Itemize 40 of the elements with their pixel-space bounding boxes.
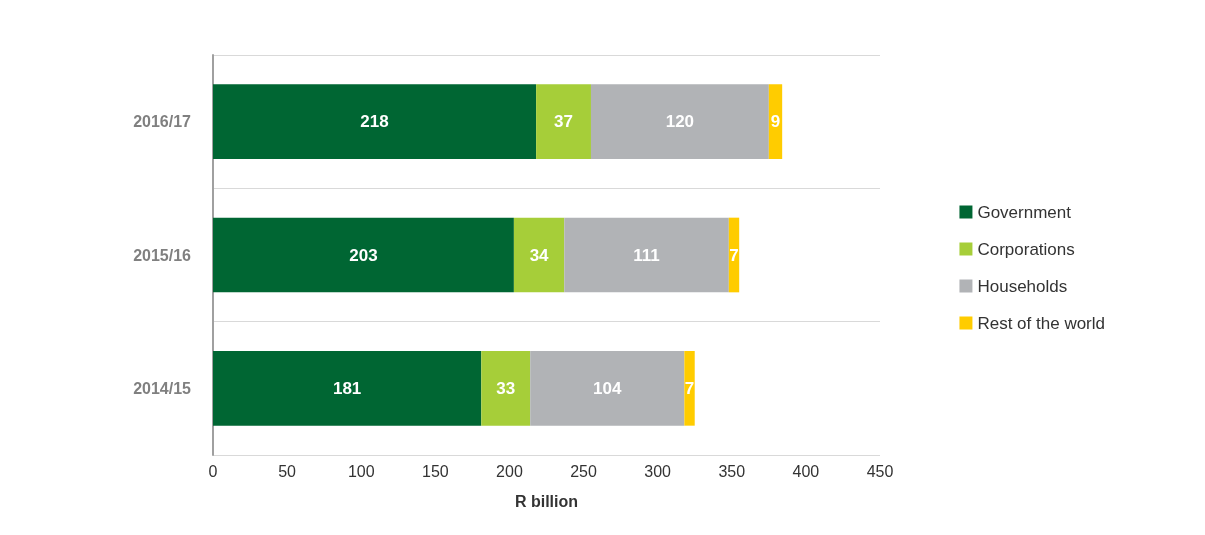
- data-label: 104: [593, 378, 622, 398]
- x-tick-label: 0: [208, 462, 218, 480]
- data-label: 34: [529, 245, 550, 265]
- data-label: 111: [633, 245, 660, 265]
- bar: [213, 351, 482, 426]
- y-tick-label: 2014/15: [133, 379, 192, 397]
- x-tick-label: 50: [278, 462, 297, 480]
- x-tick-label: 450: [866, 462, 894, 480]
- bar: [481, 351, 531, 426]
- bar: [530, 351, 685, 426]
- bar: [536, 84, 591, 159]
- legend-label: Rest of the world: [977, 313, 1105, 333]
- bar: [213, 84, 537, 159]
- legend-label: Households: [977, 276, 1068, 296]
- data-label: 37: [554, 112, 574, 132]
- legend-label: Government: [977, 202, 1072, 222]
- data-label: 181: [332, 378, 362, 398]
- x-tick-label: 300: [644, 462, 672, 480]
- legend-label: Corporations: [977, 239, 1075, 259]
- x-tick-label: 150: [421, 462, 449, 480]
- x-tick-label: 400: [792, 462, 820, 480]
- x-axis-title: R billion: [514, 492, 579, 510]
- x-tick-label: 350: [718, 462, 746, 480]
- bar: [590, 84, 769, 159]
- bar: [513, 217, 565, 293]
- bar: [213, 217, 514, 293]
- y-tick-label: 2015/16: [133, 246, 192, 264]
- data-label: 7: [729, 245, 739, 265]
- data-label: 9: [770, 112, 781, 132]
- bar: [684, 351, 695, 426]
- x-tick-label: 250: [570, 462, 597, 480]
- data-label: 7: [684, 378, 695, 398]
- y-tick-label: 2016/17: [133, 113, 192, 131]
- data-label: 218: [360, 112, 389, 132]
- data-label: 203: [349, 245, 378, 265]
- bar: [564, 217, 729, 293]
- data-label: 120: [665, 112, 695, 132]
- x-tick-label: 200: [496, 462, 523, 480]
- x-tick-label: 100: [347, 462, 375, 480]
- data-label: 33: [496, 378, 516, 398]
